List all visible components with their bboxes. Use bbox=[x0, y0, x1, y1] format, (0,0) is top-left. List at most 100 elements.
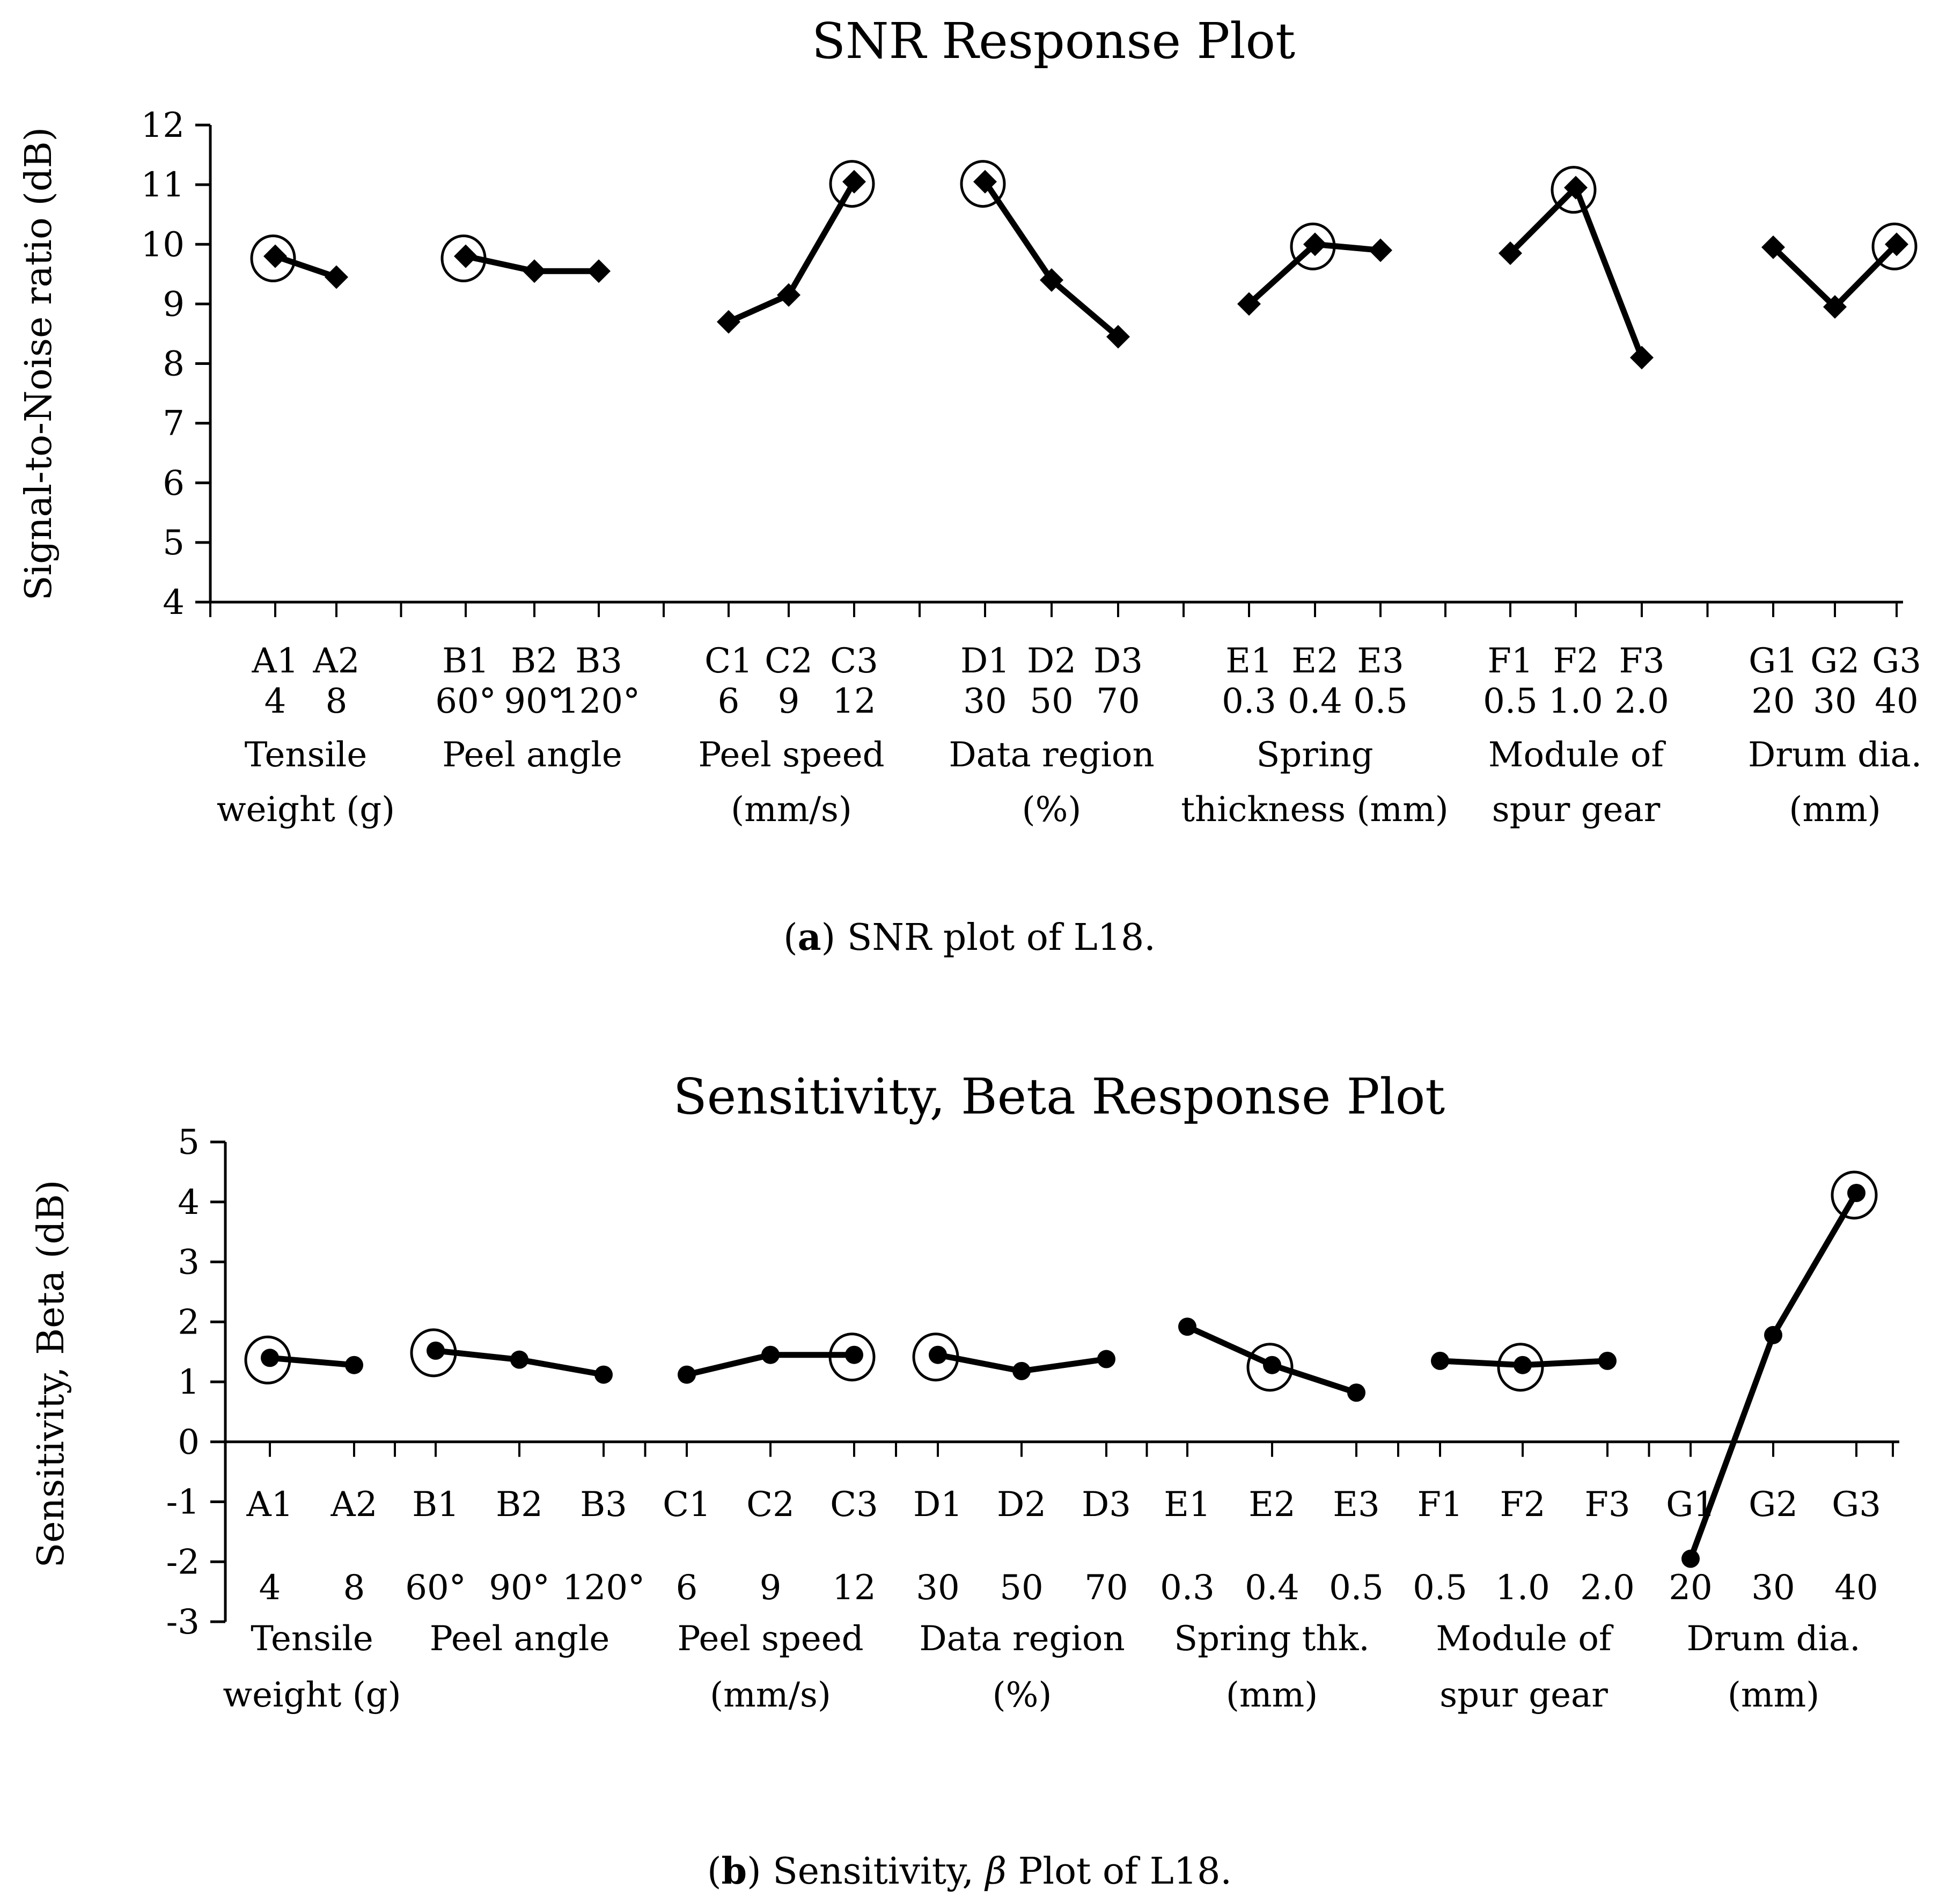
x-level-label: 30 bbox=[1813, 682, 1856, 721]
y-tick-label: 4 bbox=[178, 1183, 200, 1222]
data-point-c3 bbox=[842, 170, 866, 194]
factor-name: Peel angle bbox=[430, 1619, 609, 1659]
x-code-label: F1 bbox=[1417, 1485, 1463, 1525]
x-code-label: G3 bbox=[1832, 1485, 1881, 1525]
factor-name: (mm) bbox=[1789, 790, 1881, 830]
optimal-level-circle bbox=[440, 234, 487, 282]
y-tick-label: 11 bbox=[141, 165, 185, 205]
data-point-g3 bbox=[1885, 232, 1908, 257]
x-code-label: B3 bbox=[580, 1485, 627, 1525]
x-code-label: A1 bbox=[252, 641, 299, 681]
x-code-label: C1 bbox=[704, 641, 753, 681]
y-tick-label: 8 bbox=[163, 345, 185, 384]
x-code-label: G3 bbox=[1872, 641, 1921, 681]
caption: (a) SNR plot of L18. bbox=[783, 916, 1156, 959]
data-point-f1 bbox=[1431, 1351, 1449, 1370]
factor-name: Data region bbox=[919, 1619, 1125, 1659]
optimal-level-circle bbox=[1831, 1170, 1878, 1220]
data-point-f3 bbox=[1598, 1351, 1617, 1370]
data-point-e1 bbox=[1178, 1317, 1196, 1336]
x-level-label: 2.0 bbox=[1614, 682, 1669, 721]
x-level-label: 4 bbox=[265, 682, 287, 721]
x-level-label: 90° bbox=[489, 1568, 549, 1608]
x-code-label: G2 bbox=[1810, 641, 1860, 681]
x-code-label: F3 bbox=[1619, 641, 1664, 681]
factor-name: (%) bbox=[993, 1675, 1052, 1715]
x-code-label: E1 bbox=[1164, 1485, 1210, 1525]
data-point-a1 bbox=[261, 1349, 279, 1367]
x-level-label: 0.5 bbox=[1413, 1568, 1467, 1608]
x-level-label: 9 bbox=[760, 1568, 782, 1608]
optimal-level-circle bbox=[1290, 222, 1336, 270]
optimal-level-circle bbox=[250, 234, 296, 282]
x-level-label: 40 bbox=[1834, 1568, 1878, 1608]
data-point-g3 bbox=[1847, 1183, 1865, 1202]
caption-label: b bbox=[722, 1850, 747, 1893]
data-point-c1 bbox=[678, 1365, 696, 1384]
x-level-label: 1.0 bbox=[1548, 682, 1603, 721]
x-level-label: 60° bbox=[435, 682, 496, 721]
x-code-label: C2 bbox=[746, 1485, 795, 1525]
x-level-label: 0.5 bbox=[1353, 682, 1408, 721]
x-code-label: A2 bbox=[330, 1485, 378, 1525]
factor-name: weight (g) bbox=[217, 790, 395, 830]
x-code-label: F1 bbox=[1487, 641, 1533, 681]
x-code-label: F3 bbox=[1584, 1485, 1630, 1525]
factor-name: Module of bbox=[1488, 735, 1666, 775]
x-level-label: 20 bbox=[1751, 682, 1795, 721]
x-level-label: 30 bbox=[1751, 1568, 1795, 1608]
factor-name: Drum dia. bbox=[1686, 1619, 1860, 1659]
x-level-label: 12 bbox=[832, 1568, 876, 1608]
factor-name: Peel speed bbox=[698, 735, 884, 775]
y-tick-label: 2 bbox=[178, 1302, 200, 1342]
x-level-label: 120° bbox=[562, 1568, 645, 1608]
x-level-label: 30 bbox=[916, 1568, 959, 1608]
x-code-label: E2 bbox=[1291, 641, 1338, 681]
data-point-e3 bbox=[1347, 1383, 1365, 1402]
x-level-label: 70 bbox=[1084, 1568, 1128, 1608]
x-level-label: 9 bbox=[778, 682, 800, 721]
data-point-g1 bbox=[1681, 1549, 1700, 1568]
x-code-label: F2 bbox=[1553, 641, 1598, 681]
factor-name: thickness (mm) bbox=[1181, 790, 1448, 830]
optimal-level-circle bbox=[960, 160, 1006, 208]
x-level-label: 4 bbox=[259, 1568, 281, 1608]
x-code-label: G1 bbox=[1666, 1485, 1715, 1525]
y-tick-label: -3 bbox=[166, 1602, 200, 1642]
data-point-b3 bbox=[587, 259, 611, 283]
y-tick-label: 7 bbox=[163, 404, 185, 444]
y-tick-label: 10 bbox=[141, 225, 185, 265]
optimal-level-circle bbox=[912, 1332, 959, 1382]
y-tick-label: 4 bbox=[163, 583, 185, 623]
x-code-label: A1 bbox=[246, 1485, 293, 1525]
x-code-label: C1 bbox=[663, 1485, 711, 1525]
series-line-d bbox=[982, 180, 1120, 339]
chart-beta: Sensitivity, Beta Response Plot-3-2-1012… bbox=[30, 1068, 1899, 1893]
x-code-label: C3 bbox=[830, 1485, 878, 1525]
x-code-label: D3 bbox=[1082, 1485, 1131, 1525]
factor-name: Tensile bbox=[251, 1619, 373, 1659]
caption: (b) Sensitivity, β Plot of L18. bbox=[707, 1850, 1232, 1893]
y-tick-label: 1 bbox=[178, 1363, 200, 1402]
x-level-label: 70 bbox=[1096, 682, 1140, 721]
data-point-g1 bbox=[1761, 235, 1785, 259]
x-code-label: B1 bbox=[412, 1485, 459, 1525]
factor-name: Drum dia. bbox=[1748, 735, 1922, 775]
x-code-label: D2 bbox=[997, 1485, 1046, 1525]
x-level-label: 6 bbox=[718, 682, 740, 721]
x-code-label: E3 bbox=[1333, 1485, 1379, 1525]
data-point-a2 bbox=[325, 265, 348, 289]
x-level-label: 30 bbox=[963, 682, 1007, 721]
optimal-level-circle bbox=[1871, 222, 1918, 270]
data-point-f3 bbox=[1630, 346, 1654, 370]
optimal-level-circle bbox=[244, 1335, 291, 1385]
data-point-b1 bbox=[427, 1341, 445, 1360]
x-level-label: 40 bbox=[1875, 682, 1918, 721]
factor-name: (mm) bbox=[1728, 1675, 1819, 1715]
data-point-b1 bbox=[454, 244, 478, 268]
y-tick-label: 3 bbox=[178, 1243, 200, 1283]
x-level-label: 50 bbox=[1030, 682, 1073, 721]
x-level-label: 1.0 bbox=[1495, 1568, 1550, 1608]
x-level-label: 8 bbox=[343, 1568, 365, 1608]
y-tick-label: 6 bbox=[163, 464, 185, 503]
